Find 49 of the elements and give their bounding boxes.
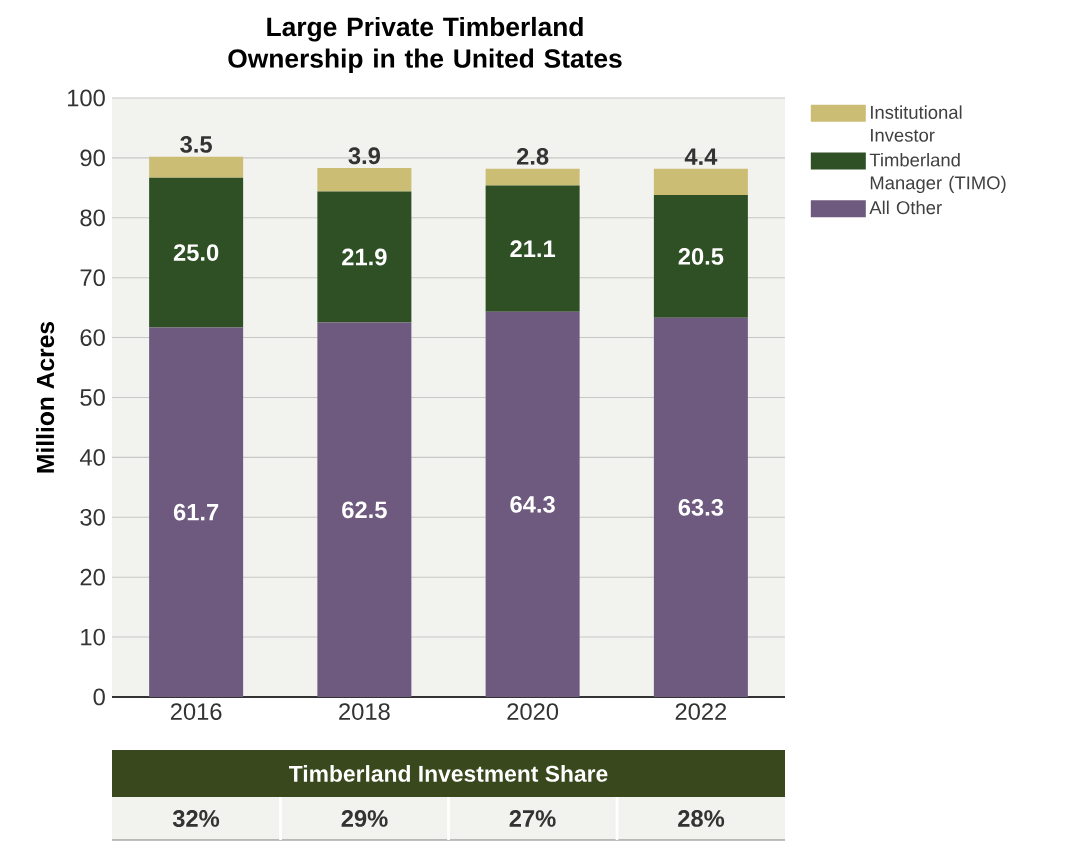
text: 28% bbox=[678, 810, 725, 827]
legend-label: Timberland Manager (TIMO) bbox=[869, 153, 1006, 194]
bar bbox=[485, 311, 580, 697]
y-axis-title: Million Acres bbox=[36, 321, 55, 473]
y-tick-label: 60 bbox=[80, 329, 105, 346]
data-label: 25.0 bbox=[173, 244, 219, 261]
data-label: 21.9 bbox=[342, 248, 387, 266]
data-label: 64.3 bbox=[510, 495, 555, 513]
y-tick-label: 10 bbox=[81, 628, 105, 646]
data-label: 61.7 bbox=[173, 503, 219, 521]
x-tick-label: 2016 bbox=[170, 703, 222, 720]
legend-label: Institutional Investor bbox=[871, 105, 962, 142]
bar bbox=[653, 317, 748, 697]
data-label: 4.4 bbox=[684, 148, 718, 165]
bar bbox=[317, 191, 412, 323]
y-tick-label: 70 bbox=[80, 269, 105, 287]
data-label: 21.1 bbox=[510, 240, 556, 257]
y-tick-label: 90 bbox=[80, 149, 105, 167]
y-tick-label: 40 bbox=[79, 448, 105, 466]
data-label: 3.9 bbox=[348, 147, 380, 165]
chart-title: Large Private Timberland Ownership in the United States bbox=[228, 16, 622, 74]
bar bbox=[149, 327, 244, 697]
bar bbox=[317, 168, 412, 192]
y-tick-label: 0 bbox=[93, 688, 105, 706]
data-label: 3.5 bbox=[180, 135, 212, 153]
bar bbox=[317, 322, 412, 697]
text: 32% bbox=[172, 810, 220, 827]
text: 27% bbox=[509, 810, 556, 827]
y-tick-label: 100 bbox=[68, 89, 105, 107]
bar bbox=[653, 195, 748, 318]
bar bbox=[653, 168, 748, 196]
text: Timberland Investment Share bbox=[289, 765, 608, 782]
y-tick-label: 80 bbox=[80, 209, 105, 227]
legend-label: All Other bbox=[869, 200, 942, 215]
bar bbox=[149, 177, 244, 328]
data-label: 62.5 bbox=[342, 501, 387, 519]
x-tick-label: 2020 bbox=[507, 703, 559, 720]
bar bbox=[149, 156, 244, 178]
text: 29% bbox=[341, 810, 388, 827]
bar bbox=[485, 185, 580, 312]
x-tick-label: 2022 bbox=[675, 703, 727, 720]
y-tick-label: 50 bbox=[80, 389, 105, 406]
y-tick-label: 20 bbox=[80, 568, 105, 586]
x-tick-label: 2018 bbox=[339, 703, 390, 720]
y-tick-label: 30 bbox=[80, 508, 105, 526]
data-label: 2.8 bbox=[516, 148, 549, 165]
data-label: 63.3 bbox=[678, 498, 724, 516]
bar bbox=[485, 168, 580, 186]
data-label: 20.5 bbox=[678, 248, 724, 265]
